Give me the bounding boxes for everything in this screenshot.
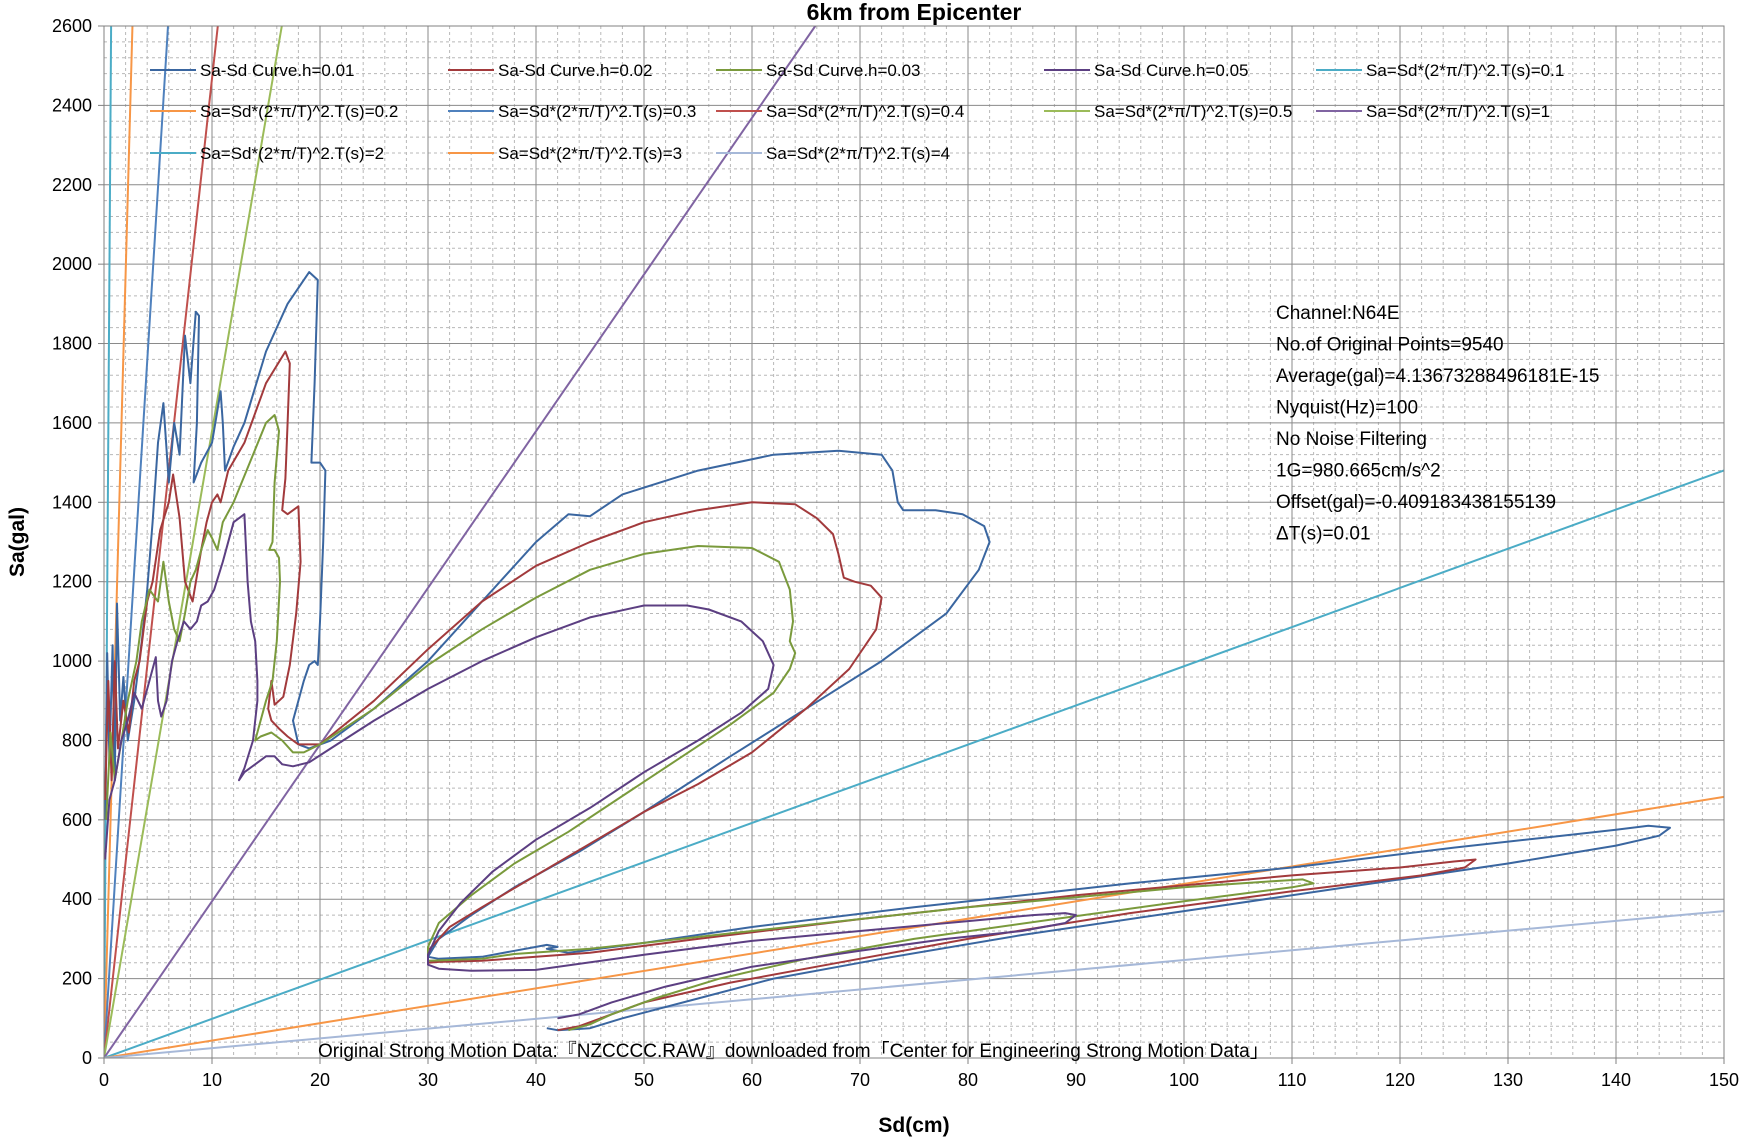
y-tick-label: 400: [62, 889, 92, 909]
y-tick-label: 0: [82, 1048, 92, 1068]
y-tick-label: 600: [62, 810, 92, 830]
y-axis-title: Sa(gal): [6, 507, 29, 577]
sa-sd-curves: [104, 271, 1671, 1032]
period-lines: [104, 26, 1724, 1058]
period-line-T-0.1: [104, 26, 113, 1058]
sa-sd-curve-1: [104, 271, 1671, 1032]
info-line: Offset(gal)=-0.409183438155139: [1276, 492, 1556, 513]
info-line: No Noise Filtering: [1276, 429, 1427, 450]
x-tick-label: 100: [1169, 1070, 1199, 1090]
minor-gridlines: [104, 26, 1724, 1058]
info-box: Channel:N64E No.of Original Points=9540 Av…: [1276, 303, 1599, 545]
y-tick-label: 2200: [52, 175, 92, 195]
legend-label: Sa=Sd*(2*π/T)^2.T(s)=0.2: [200, 102, 398, 121]
y-tick-label: 1200: [52, 572, 92, 592]
legend-label: Sa=Sd*(2*π/T)^2.T(s)=1: [1366, 102, 1550, 121]
sa-sd-curve-4: [104, 513, 1077, 1020]
info-line: Nyquist(Hz)=100: [1276, 398, 1418, 419]
plot-area: [104, 26, 1724, 1058]
period-line-T-0.4: [104, 26, 219, 1058]
y-tick-label: 1400: [52, 492, 92, 512]
y-tick-label: 2400: [52, 95, 92, 115]
period-line-T-2: [104, 469, 1724, 1058]
y-tick-label: 200: [62, 969, 92, 989]
legend-label: Sa=Sd*(2*π/T)^2.T(s)=0.4: [766, 102, 964, 121]
source-note: Original Strong Motion Data:『NZCCCC.RAW』…: [318, 1040, 1269, 1062]
x-tick-label: 80: [958, 1070, 978, 1090]
x-tick-label: 10: [202, 1070, 222, 1090]
chart-title: 6km from Epicenter: [807, 0, 1022, 25]
x-tick-label: 60: [742, 1070, 762, 1090]
x-tick-label: 30: [418, 1070, 438, 1090]
period-line-T-0.3: [104, 26, 170, 1058]
legend-label: Sa-Sd Curve.h=0.03: [766, 61, 921, 80]
x-tick-label: 130: [1493, 1070, 1523, 1090]
y-tick-label: 1000: [52, 651, 92, 671]
plot-border: [103, 25, 1725, 1059]
y-tick-label: 800: [62, 730, 92, 750]
info-line: ΔT(s)=0.01: [1276, 524, 1371, 545]
period-line-T-3: [104, 795, 1724, 1058]
sa-sd-curve-3: [105, 414, 1315, 1032]
info-line: Average(gal)=4.13673288496181E-15: [1276, 366, 1599, 387]
y-tick-label: 2600: [52, 16, 92, 36]
y-tick-label: 1600: [52, 413, 92, 433]
legend-label: Sa=Sd*(2*π/T)^2.T(s)=3: [498, 144, 682, 163]
legend: Sa-Sd Curve.h=0.01 Sa-Sd Curve.h=0.02 Sa-S…: [150, 61, 1564, 163]
y-tick-label: 2000: [52, 254, 92, 274]
legend-label: Sa=Sd*(2*π/T)^2.T(s)=0.3: [498, 102, 696, 121]
legend-label: Sa=Sd*(2*π/T)^2.T(s)=4: [766, 144, 950, 163]
legend-label: Sa=Sd*(2*π/T)^2.T(s)=0.1: [1366, 61, 1564, 80]
info-line: Channel:N64E: [1276, 303, 1400, 324]
info-line: No.of Original Points=9540: [1276, 335, 1504, 356]
x-tick-label: 50: [634, 1070, 654, 1090]
x-tick-label: 0: [99, 1070, 109, 1090]
period-line-T-0.5: [104, 26, 283, 1058]
x-tick-label: 70: [850, 1070, 870, 1090]
x-axis-title: Sd(cm): [878, 1114, 949, 1137]
x-tick-label: 110: [1278, 1070, 1307, 1090]
period-line-T-0.2: [104, 26, 134, 1058]
x-tick-label: 40: [526, 1070, 546, 1090]
legend-label: Sa-Sd Curve.h=0.01: [200, 61, 355, 80]
x-tick-label: 90: [1066, 1070, 1086, 1090]
info-line: 1G=980.665cm/s^2: [1276, 461, 1441, 482]
y-axis-ticks: 0 200 400 600 800 1000 1200 1400 1600 1800 2000 220…: [52, 16, 104, 1068]
legend-label: Sa-Sd Curve.h=0.02: [498, 61, 653, 80]
period-line-T-4: [104, 910, 1724, 1058]
legend-label: Sa-Sd Curve.h=0.05: [1094, 61, 1249, 80]
y-tick-label: 1800: [52, 334, 92, 354]
x-axis-ticks: 0 10 20 30 40 50 60 70 80 90 100 110 120 130 140 150: [99, 1058, 1739, 1090]
x-tick-label: 20: [310, 1070, 330, 1090]
x-tick-label: 150: [1709, 1070, 1739, 1090]
legend-label: Sa=Sd*(2*π/T)^2.T(s)=0.5: [1094, 102, 1292, 121]
x-tick-label: 120: [1385, 1070, 1415, 1090]
legend-label: Sa=Sd*(2*π/T)^2.T(s)=2: [200, 144, 384, 163]
x-tick-label: 140: [1601, 1070, 1631, 1090]
period-line-T-1: [104, 26, 817, 1058]
